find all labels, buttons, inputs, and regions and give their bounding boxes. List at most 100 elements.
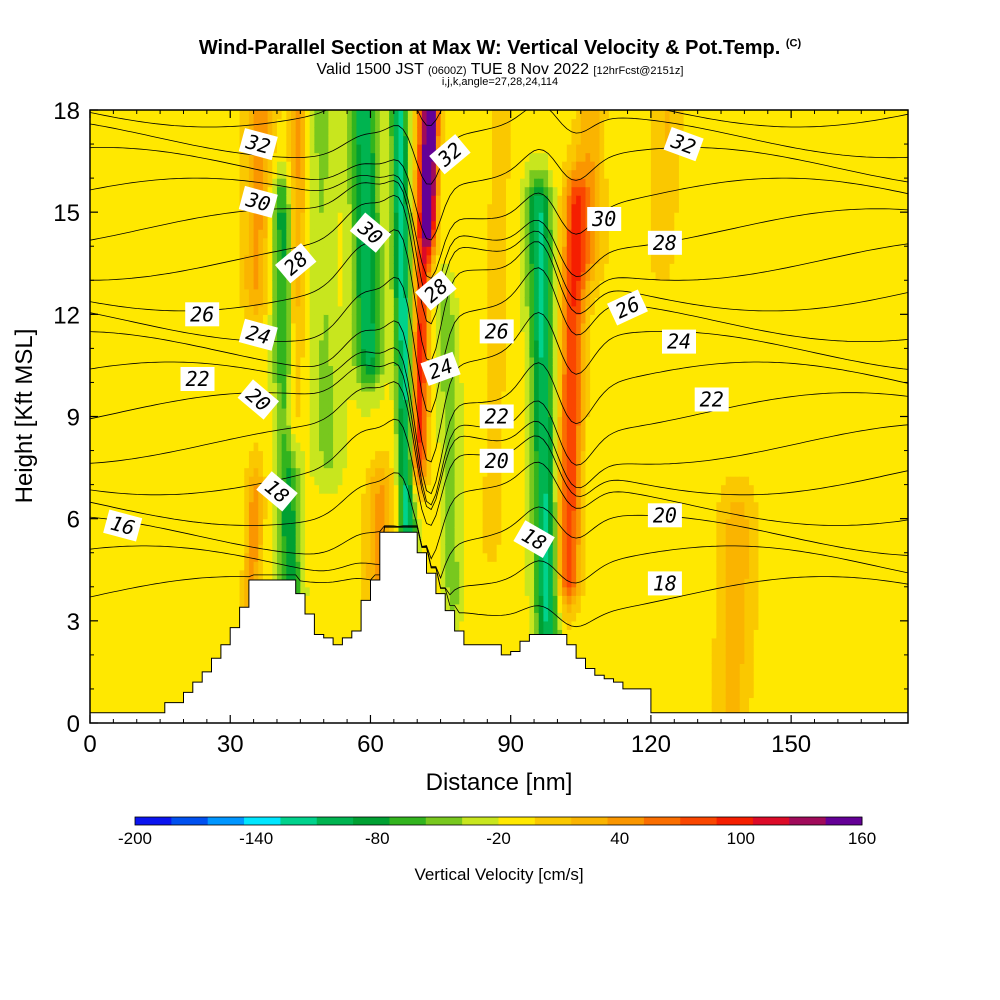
velocity-cell (239, 467, 245, 477)
velocity-cell (267, 127, 273, 137)
velocity-cell (281, 195, 287, 205)
velocity-cell (398, 467, 404, 477)
velocity-cell (328, 476, 334, 486)
velocity-cell (99, 314, 105, 324)
velocity-cell (309, 595, 315, 605)
velocity-cell (328, 220, 334, 230)
velocity-cell (407, 152, 414, 162)
velocity-cell (169, 535, 175, 545)
velocity-cell (122, 212, 128, 222)
velocity-cell (178, 127, 185, 137)
velocity-cell (319, 603, 325, 613)
velocity-cell (361, 322, 367, 332)
velocity-cell (150, 144, 157, 154)
velocity-cell (122, 544, 128, 554)
velocity-cell (276, 195, 283, 205)
velocity-cell (314, 552, 320, 562)
velocity-cell (183, 544, 189, 554)
velocity-cell (141, 697, 147, 707)
velocity-cell (248, 416, 255, 426)
velocity-cell (211, 178, 217, 188)
velocity-cell (253, 314, 259, 324)
velocity-cell (272, 416, 278, 426)
velocity-cell (94, 671, 100, 682)
velocity-cell (197, 612, 203, 622)
velocity-cell (253, 535, 259, 545)
velocity-cell (337, 399, 344, 409)
velocity-cell (356, 203, 362, 213)
velocity-cell (305, 144, 311, 154)
velocity-cell (370, 186, 376, 196)
velocity-cell (164, 144, 171, 154)
velocity-cell (347, 595, 353, 605)
velocity-cell (136, 237, 143, 247)
velocity-cell (295, 195, 301, 205)
velocity-cell (300, 161, 306, 171)
velocity-cell (197, 527, 203, 537)
velocity-cell (342, 578, 348, 588)
velocity-cell (174, 280, 180, 290)
velocity-cell (197, 629, 203, 639)
velocity-cell (393, 254, 400, 264)
velocity-cell (90, 220, 96, 230)
velocity-cell (94, 229, 100, 239)
velocity-cell (407, 510, 414, 520)
velocity-cell (225, 135, 231, 145)
velocity-cell (192, 390, 199, 401)
velocity-cell (276, 118, 283, 128)
velocity-cell (286, 212, 292, 222)
velocity-cell (94, 407, 100, 418)
velocity-cell (375, 246, 381, 256)
velocity-cell (323, 297, 329, 307)
velocity-cell (99, 527, 105, 537)
velocity-cell (333, 637, 339, 647)
velocity-cell (333, 467, 339, 477)
velocity-cell (99, 654, 105, 664)
velocity-cell (169, 407, 175, 418)
velocity-cell (319, 535, 325, 545)
velocity-cell (262, 254, 269, 264)
velocity-cell (379, 305, 386, 315)
velocity-cell (90, 314, 96, 324)
velocity-cell (319, 229, 325, 239)
velocity-cell (393, 135, 400, 145)
velocity-cell (370, 246, 376, 256)
velocity-cell (220, 382, 227, 392)
velocity-cell (155, 195, 161, 205)
velocity-cell (230, 476, 236, 486)
velocity-cell (178, 654, 185, 664)
velocity-cell (393, 288, 400, 298)
velocity-cell (188, 595, 194, 605)
velocity-cell (155, 603, 161, 613)
velocity-cell (290, 339, 297, 349)
velocity-cell (267, 425, 273, 435)
velocity-cell (230, 322, 236, 332)
velocity-cell (202, 297, 208, 307)
velocity-cell (132, 688, 138, 699)
velocity-cell (361, 467, 367, 477)
velocity-cell (164, 254, 171, 264)
velocity-cell (309, 203, 315, 213)
velocity-cell (220, 356, 227, 367)
velocity-cell (356, 544, 362, 554)
velocity-cell (276, 305, 283, 315)
velocity-cell (206, 654, 213, 664)
velocity-cell (155, 348, 161, 358)
velocity-cell (244, 246, 250, 256)
velocity-cell (206, 356, 213, 367)
velocity-cell (244, 288, 250, 298)
velocity-cell (239, 493, 245, 503)
velocity-cell (333, 612, 339, 622)
velocity-cell (365, 348, 372, 358)
velocity-cell (272, 314, 278, 324)
velocity-cell (342, 527, 348, 537)
velocity-cell (333, 493, 339, 503)
velocity-cell (113, 629, 119, 639)
velocity-cell (230, 484, 236, 494)
velocity-cell (323, 331, 329, 341)
velocity-cell (104, 476, 110, 486)
velocity-cell (113, 246, 119, 256)
velocity-cell (99, 586, 105, 596)
velocity-cell (155, 314, 161, 324)
